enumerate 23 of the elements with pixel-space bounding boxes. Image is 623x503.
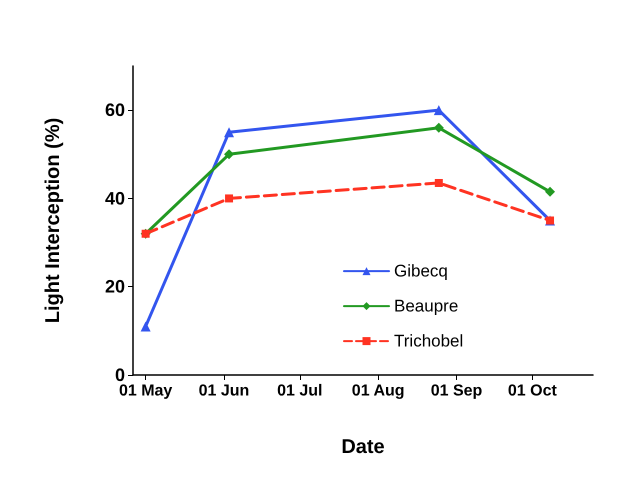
point xyxy=(434,105,444,116)
point xyxy=(225,194,234,202)
point xyxy=(545,186,556,197)
x-axis-title: Date xyxy=(341,436,385,458)
y-tick-label: 60 xyxy=(104,100,125,120)
x-tick-label: 01 Oct xyxy=(508,382,558,400)
x-tick-label: 01 Sep xyxy=(430,382,483,400)
x-tick-label: 01 May xyxy=(118,382,172,400)
legend-label: Trichobel xyxy=(394,332,464,351)
y-tick-label: 40 xyxy=(104,188,125,208)
legend-label: Gibecq xyxy=(394,262,448,281)
y-axis-title: Light Interception (%) xyxy=(42,118,64,324)
y-tick-label: 0 xyxy=(114,365,125,385)
point xyxy=(434,122,444,133)
x-tick-label: 01 Jul xyxy=(277,382,322,400)
point xyxy=(224,149,234,160)
legend-label: Beaupre xyxy=(394,296,458,316)
point xyxy=(224,127,234,138)
point xyxy=(434,178,443,187)
point xyxy=(140,321,151,332)
x-tick-label: 01 Jun xyxy=(198,382,250,400)
y-tick-label: 20 xyxy=(104,276,125,297)
x-tick-label: 01 Aug xyxy=(352,382,405,400)
